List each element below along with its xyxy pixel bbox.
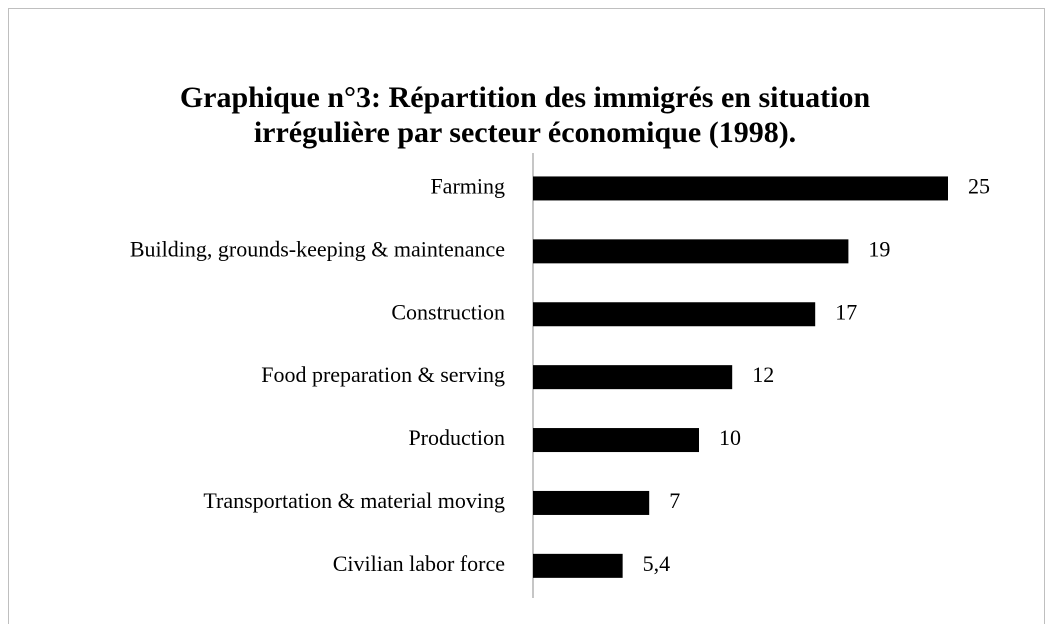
y-tick-label: Farming bbox=[430, 173, 505, 198]
chart-frame bbox=[8, 8, 1045, 624]
y-tick-label: Construction bbox=[391, 299, 505, 324]
data-label: 25 bbox=[968, 173, 990, 198]
y-tick-label: Transportation & material moving bbox=[203, 488, 505, 513]
data-label: 19 bbox=[868, 236, 890, 261]
bar bbox=[533, 553, 623, 578]
bar bbox=[533, 176, 948, 201]
chart-title: Graphique n°3: Répartition des immigrés … bbox=[180, 81, 871, 114]
y-tick-label: Food preparation & serving bbox=[261, 362, 505, 387]
bar bbox=[533, 239, 849, 264]
data-label: 7 bbox=[669, 488, 680, 513]
bar bbox=[533, 428, 699, 453]
data-label: 5,4 bbox=[643, 551, 671, 576]
y-tick-label: Production bbox=[408, 425, 505, 450]
bar bbox=[533, 302, 816, 327]
chart-title: irrégulière par secteur économique (1998… bbox=[254, 116, 796, 149]
y-tick-label: Building, grounds-keeping & maintenance bbox=[130, 236, 505, 261]
data-label: 12 bbox=[752, 362, 774, 387]
y-tick-label: Civilian labor force bbox=[333, 551, 505, 576]
data-label: 17 bbox=[835, 299, 857, 324]
bar bbox=[533, 490, 650, 515]
data-label: 10 bbox=[719, 425, 741, 450]
bar bbox=[533, 365, 733, 390]
